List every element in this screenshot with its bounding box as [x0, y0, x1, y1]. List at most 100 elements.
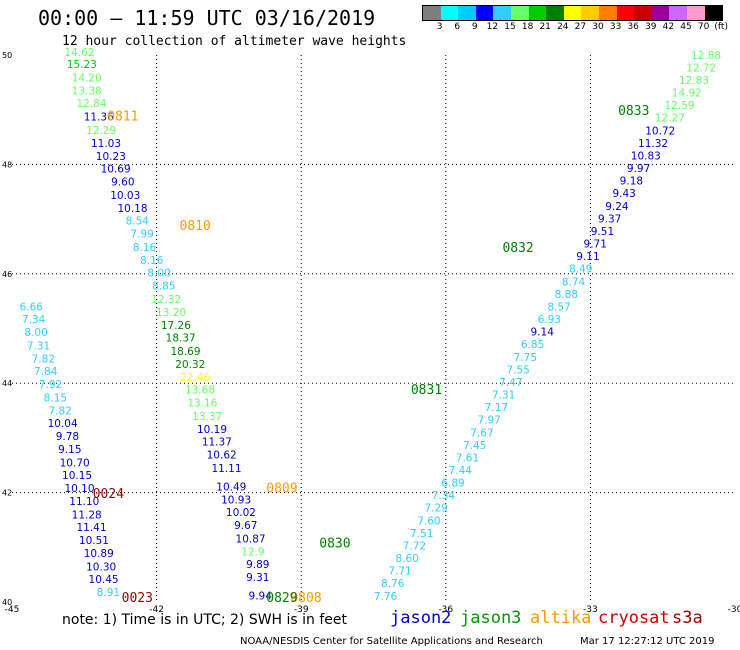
swh-value-label: 7.44 — [449, 465, 473, 477]
swh-value-label: 13.68 — [185, 385, 215, 397]
pass-label: 0830 — [319, 536, 350, 551]
swh-value-label: 10.87 — [236, 533, 266, 545]
swh-value-label: 8.16 — [133, 242, 157, 254]
swh-value-label: 11.36 — [84, 112, 114, 124]
swh-value-label: 9.71 — [584, 239, 607, 251]
swh-value-label: 7.31 — [492, 390, 515, 402]
pass-label: 0829 — [266, 591, 297, 606]
x-tick-label: -39 — [294, 605, 309, 615]
swh-value-label: 7.61 — [456, 452, 479, 464]
swh-value-label: 14.92 — [672, 88, 702, 100]
colorbar-label: 70 — [697, 22, 710, 32]
swh-value-label: 10.04 — [48, 418, 78, 430]
colorbar-swatch — [546, 6, 564, 20]
swh-value-label: 11.41 — [76, 522, 106, 534]
swh-value-label: 6.93 — [538, 314, 561, 326]
swh-value-label: 8.15 — [44, 392, 67, 404]
swh-value-label: 9.37 — [598, 213, 621, 225]
x-tick-label: -36 — [438, 605, 453, 615]
page-title: 00:00 – 11:59 UTC 03/16/2019 — [38, 6, 376, 30]
swh-value-label: 6.89 — [441, 478, 464, 490]
x-tick-label: -30 — [728, 605, 740, 615]
x-tick-label: -45 — [5, 605, 20, 615]
pass-label: 0833 — [618, 104, 649, 119]
swh-value-label: 10.02 — [226, 507, 256, 519]
pass-label: 0832 — [502, 241, 533, 256]
swh-value-label: 13.20 — [156, 307, 186, 319]
swh-value-label: 8.49 — [569, 264, 592, 276]
swh-value-label: 9.94 — [249, 590, 273, 602]
pass-label: 0023 — [122, 591, 153, 606]
footer-timestamp: Mar 17 12:27:12 UTC 2019 — [580, 636, 715, 647]
swh-value-label: 7.47 — [499, 377, 522, 389]
swh-value-label: 8.74 — [562, 276, 586, 288]
swh-value-label: 12.88 — [691, 50, 721, 62]
colorbar-swatch — [686, 6, 705, 20]
swh-value-label: 7.92 — [39, 379, 62, 391]
swh-value-label: 10.15 — [62, 470, 92, 482]
colorbar-label: 18 — [521, 22, 534, 32]
swh-value-label: 12.9 — [241, 547, 264, 559]
swh-value-label: 18.37 — [166, 333, 196, 345]
swh-value-label: 15.23 — [67, 59, 97, 71]
swh-value-label: 7.29 — [424, 503, 447, 515]
y-tick-label: 44 — [2, 379, 12, 388]
colorbar-label: 24 — [557, 22, 569, 32]
swh-value-label: 12.59 — [665, 100, 695, 112]
pass-label: 0809 — [266, 482, 297, 497]
swh-value-label: 8.16 — [140, 255, 164, 267]
swh-value-label: 7.34 — [22, 314, 46, 326]
swh-value-label: 9.51 — [591, 226, 614, 238]
swh-value-label: 7.84 — [34, 366, 58, 378]
colorbar-swatch — [634, 6, 652, 20]
colorbar-swatch — [440, 6, 459, 20]
swh-value-label: 7.82 — [32, 353, 55, 365]
y-tick-label: 50 — [2, 51, 12, 60]
swh-value-label: 13.37 — [192, 411, 222, 423]
swh-value-label: 8.88 — [555, 289, 578, 301]
pass-label: 0811 — [107, 110, 138, 125]
swh-value-label: 10.30 — [86, 561, 116, 573]
colorbar-label: 6 — [454, 22, 461, 32]
swh-value-label: 9.18 — [620, 176, 643, 188]
swh-value-label: 11.28 — [72, 509, 102, 521]
colorbar-label: 42 — [662, 22, 675, 32]
swh-value-label: 7.67 — [470, 427, 493, 439]
y-tick-label: 42 — [2, 489, 12, 498]
swh-value-label: 7.60 — [417, 515, 440, 527]
swh-value-label: 7.31 — [27, 340, 50, 352]
colorbar-swatch — [669, 6, 687, 20]
swh-value-label: 13.38 — [72, 85, 102, 97]
swh-value-label: 12.29 — [86, 125, 116, 137]
colorbar — [422, 5, 724, 21]
swh-value-label: 10.69 — [101, 164, 131, 176]
colorbar-labels: 3 6 9 12 15 18 21 24 27 30 33 36 39 42 45 70 (ft) — [422, 22, 740, 34]
swh-value-label: 10.19 — [197, 424, 227, 436]
colorbar-label: 45 — [680, 22, 692, 32]
colorbar-label: 15 — [504, 22, 516, 32]
colorbar-label: 27 — [574, 22, 587, 32]
swh-value-label: 10.23 — [96, 151, 126, 163]
swh-value-label: 14.20 — [72, 72, 102, 84]
swh-value-label: 11.11 — [211, 463, 241, 475]
swh-value-label: 12.27 — [655, 113, 685, 125]
legend-cryosat: cryosat — [598, 608, 670, 628]
swh-value-label: 7.72 — [403, 540, 426, 552]
swh-value-label: 7.51 — [410, 528, 433, 540]
colorbar-swatch — [493, 6, 511, 20]
colorbar-swatch — [563, 6, 582, 20]
swh-value-label: 10.93 — [221, 495, 251, 507]
colorbar-swatch — [458, 6, 476, 20]
swh-value-label: 10.49 — [216, 481, 246, 493]
x-tick-label: -42 — [149, 605, 164, 615]
colorbar-swatch — [510, 6, 529, 20]
swh-value-label: 7.82 — [49, 405, 72, 417]
swh-value-label: 8.85 — [152, 281, 175, 293]
swh-value-label: 10.83 — [631, 150, 661, 162]
swh-value-label: 10.45 — [89, 574, 119, 586]
colorbar-swatch — [581, 6, 599, 20]
swh-value-label: 9.67 — [234, 520, 257, 532]
swh-value-label: 10.51 — [79, 535, 109, 547]
swh-value-label: 11.32 — [638, 138, 668, 150]
colorbar-label: 3 — [436, 22, 443, 32]
